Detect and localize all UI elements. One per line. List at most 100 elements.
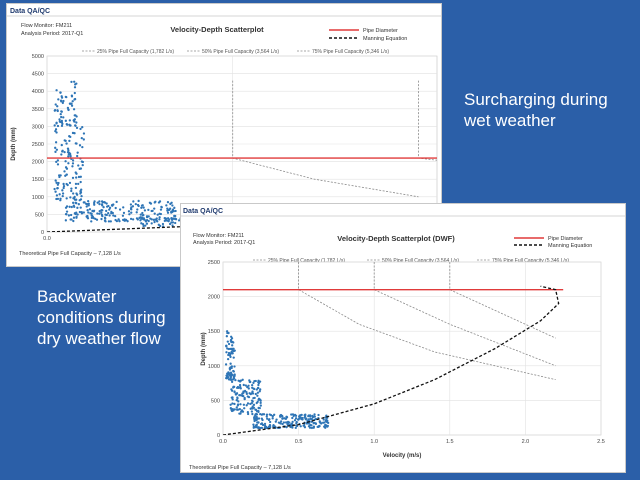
data-point [75, 202, 78, 205]
data-point [71, 201, 75, 204]
data-point [60, 115, 63, 119]
data-point [230, 373, 233, 376]
data-point [298, 417, 301, 420]
data-point [134, 202, 137, 206]
data-point [291, 420, 294, 424]
data-point [107, 220, 111, 223]
data-point [167, 208, 171, 212]
data-point [158, 216, 161, 219]
data-point [237, 379, 240, 382]
data-point [145, 222, 149, 225]
plot-area: 0 500 1000 1500 2000 2500 3000 3500 4000 4500 5000… [32, 54, 438, 242]
data-point [75, 216, 78, 219]
data-point [252, 381, 255, 385]
data-point [54, 103, 57, 106]
data-point [68, 205, 71, 208]
data-point [246, 412, 250, 416]
data-point [72, 204, 75, 207]
data-point [166, 211, 170, 214]
data-point [232, 385, 235, 388]
data-point [254, 424, 258, 427]
data-point [233, 402, 236, 406]
data-point [59, 99, 63, 102]
data-point [55, 122, 58, 125]
data-point [155, 219, 158, 222]
data-point [147, 208, 150, 212]
data-point [170, 221, 173, 224]
data-point [62, 186, 65, 190]
data-point [174, 214, 177, 218]
data-point [63, 150, 66, 154]
data-point [127, 210, 131, 213]
data-point [165, 204, 168, 207]
data-point [171, 204, 174, 207]
data-point [114, 206, 117, 210]
data-point [56, 187, 59, 190]
data-point [114, 214, 117, 218]
data-point [80, 212, 84, 215]
y-tick-label: 3500 [32, 107, 44, 113]
data-point [285, 415, 288, 418]
data-point [58, 193, 61, 196]
data-point [230, 409, 234, 413]
data-point [243, 407, 246, 410]
data-point [256, 391, 260, 394]
data-point [109, 220, 112, 223]
data-point [155, 217, 158, 220]
data-point [303, 414, 306, 417]
data-point [135, 211, 138, 214]
data-point [54, 190, 57, 193]
data-point [71, 165, 74, 168]
data-point [242, 391, 245, 394]
data-point [79, 198, 83, 201]
chart-panel-dry-weather: Data QA/QC Flow Monitor: FM211 Analysis … [181, 204, 625, 472]
data-point [107, 211, 110, 215]
data-point [253, 419, 256, 423]
data-point [69, 213, 73, 217]
data-point [324, 426, 327, 429]
data-point [279, 422, 282, 425]
data-point [294, 417, 298, 420]
data-point [100, 211, 103, 214]
data-point [90, 220, 93, 223]
y-tick-label: 500 [35, 212, 44, 218]
data-point [257, 386, 260, 390]
data-point [225, 335, 228, 338]
caption-surcharging: Surcharging during wet weather [464, 90, 608, 130]
y-tick-label: 1500 [208, 329, 220, 335]
data-point [316, 425, 319, 429]
data-point [61, 189, 64, 192]
data-point [70, 80, 73, 84]
data-point [320, 422, 323, 425]
data-point [244, 384, 247, 387]
data-point [252, 396, 255, 400]
data-point [232, 370, 235, 373]
data-point [326, 424, 329, 428]
manning-equation-curve [223, 285, 560, 435]
chart-title: Velocity-Depth Scatterplot (DWF) [337, 234, 455, 243]
data-point [231, 402, 234, 405]
data-point [230, 365, 234, 368]
data-point [92, 201, 96, 205]
y-tick-label: 1500 [32, 177, 44, 183]
data-point [77, 182, 80, 186]
data-point [153, 207, 156, 210]
data-point [263, 426, 266, 429]
data-point [245, 404, 248, 407]
data-point [305, 422, 308, 425]
data-point [274, 420, 277, 423]
data-point [70, 189, 73, 193]
x-tick-label: 2.0 [522, 439, 530, 445]
data-point [171, 224, 174, 227]
data-point [79, 206, 82, 209]
data-point [239, 403, 242, 406]
data-point [54, 128, 58, 131]
data-point [73, 80, 76, 83]
data-point [229, 352, 232, 355]
data-point [272, 424, 275, 428]
data-point [297, 415, 301, 418]
data-point [242, 403, 246, 406]
data-point [108, 208, 111, 211]
data-point [291, 416, 294, 420]
data-point [227, 371, 230, 375]
